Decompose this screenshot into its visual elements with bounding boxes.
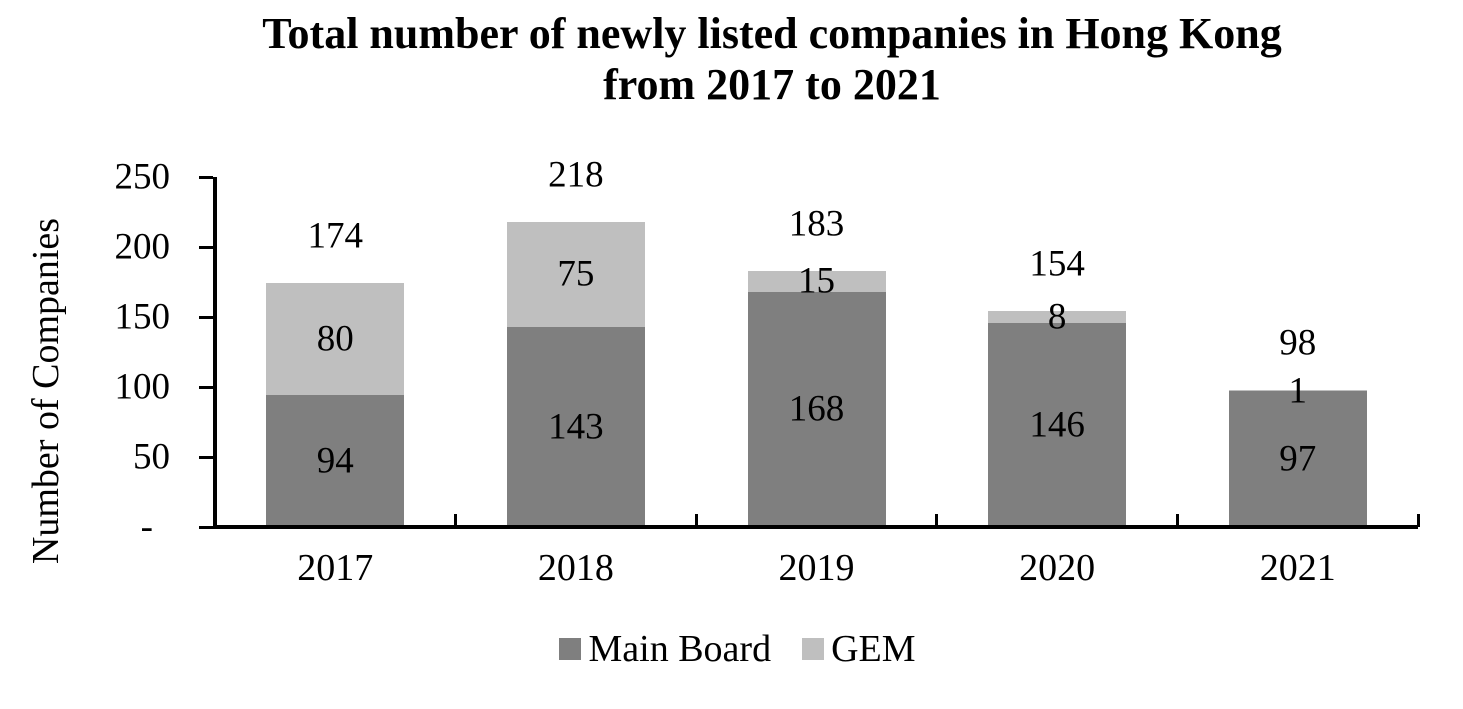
x-tick-mark (1175, 514, 1179, 527)
x-tick-label: 2018 (537, 547, 614, 589)
segment-value-label: 97 (1279, 438, 1317, 480)
segment-value-label: 146 (1029, 404, 1085, 446)
total-value-label: 218 (548, 154, 604, 196)
bar-segment-main-board (1228, 391, 1367, 527)
segment-value-label: 80 (316, 318, 354, 360)
segment-value-label: 143 (548, 406, 604, 448)
x-axis-line (213, 525, 1418, 529)
segment-value-label: 1 (1288, 370, 1307, 411)
legend: Main Board GEM (6, 629, 1463, 669)
total-value-label: 174 (307, 215, 364, 257)
bar-segment-main-board (506, 326, 645, 527)
y-tick-label: 50 (133, 436, 170, 478)
chart-title-line1: Total number of newly listed companies i… (262, 9, 1282, 58)
y-tick-label: - (140, 506, 153, 548)
x-tick-label: 2020 (1019, 547, 1096, 589)
x-tick-mark (454, 514, 458, 527)
x-tick-mark (694, 514, 698, 527)
chart-title: Total number of newly listed companies i… (81, 8, 1463, 110)
segment-value-label: 94 (316, 440, 354, 482)
bar-segment-gem (266, 283, 405, 396)
legend-item-main-board: Main Board (559, 629, 771, 669)
bar-segment-main-board (988, 322, 1127, 527)
x-tick-label: 2019 (778, 547, 855, 589)
y-axis-line (213, 177, 217, 529)
legend-swatch (559, 638, 582, 660)
y-tick-label: 250 (114, 156, 171, 198)
x-tick-mark (935, 514, 939, 527)
bar-segment-gem (1228, 389, 1367, 392)
bar-segment-main-board (266, 395, 405, 527)
bar-segment-gem (988, 311, 1127, 323)
y-tick-mark (199, 385, 213, 389)
legend-label: Main Board (588, 628, 772, 670)
legend-item-gem: GEM (802, 628, 916, 670)
bar-segment-gem (506, 221, 645, 327)
legend-label: GEM (831, 628, 916, 670)
x-tick-label: 2017 (297, 547, 374, 589)
segment-value-label: 168 (788, 388, 845, 430)
segment-value-label: 15 (798, 260, 835, 302)
legend-swatch (802, 638, 825, 660)
y-tick-mark (199, 175, 213, 179)
y-tick-label: 100 (114, 366, 171, 408)
total-value-label: 98 (1279, 322, 1317, 364)
total-value-label: 154 (1029, 243, 1085, 285)
y-tick-label: 150 (114, 296, 171, 338)
y-tick-label: 200 (114, 226, 171, 268)
chart-title-line2: from 2017 to 2021 (603, 60, 941, 109)
total-value-label: 183 (788, 203, 845, 245)
y-tick-mark (199, 525, 213, 529)
bar-segment-main-board (747, 291, 886, 527)
bar-segment-gem (747, 270, 886, 292)
x-tick-label: 2021 (1259, 547, 1336, 589)
segment-value-label: 8 (1047, 296, 1067, 338)
x-tick-mark (1416, 514, 1420, 527)
segment-value-label: 75 (557, 253, 595, 295)
y-tick-mark (199, 455, 213, 459)
y-tick-mark (199, 315, 213, 319)
y-tick-mark (199, 245, 213, 249)
